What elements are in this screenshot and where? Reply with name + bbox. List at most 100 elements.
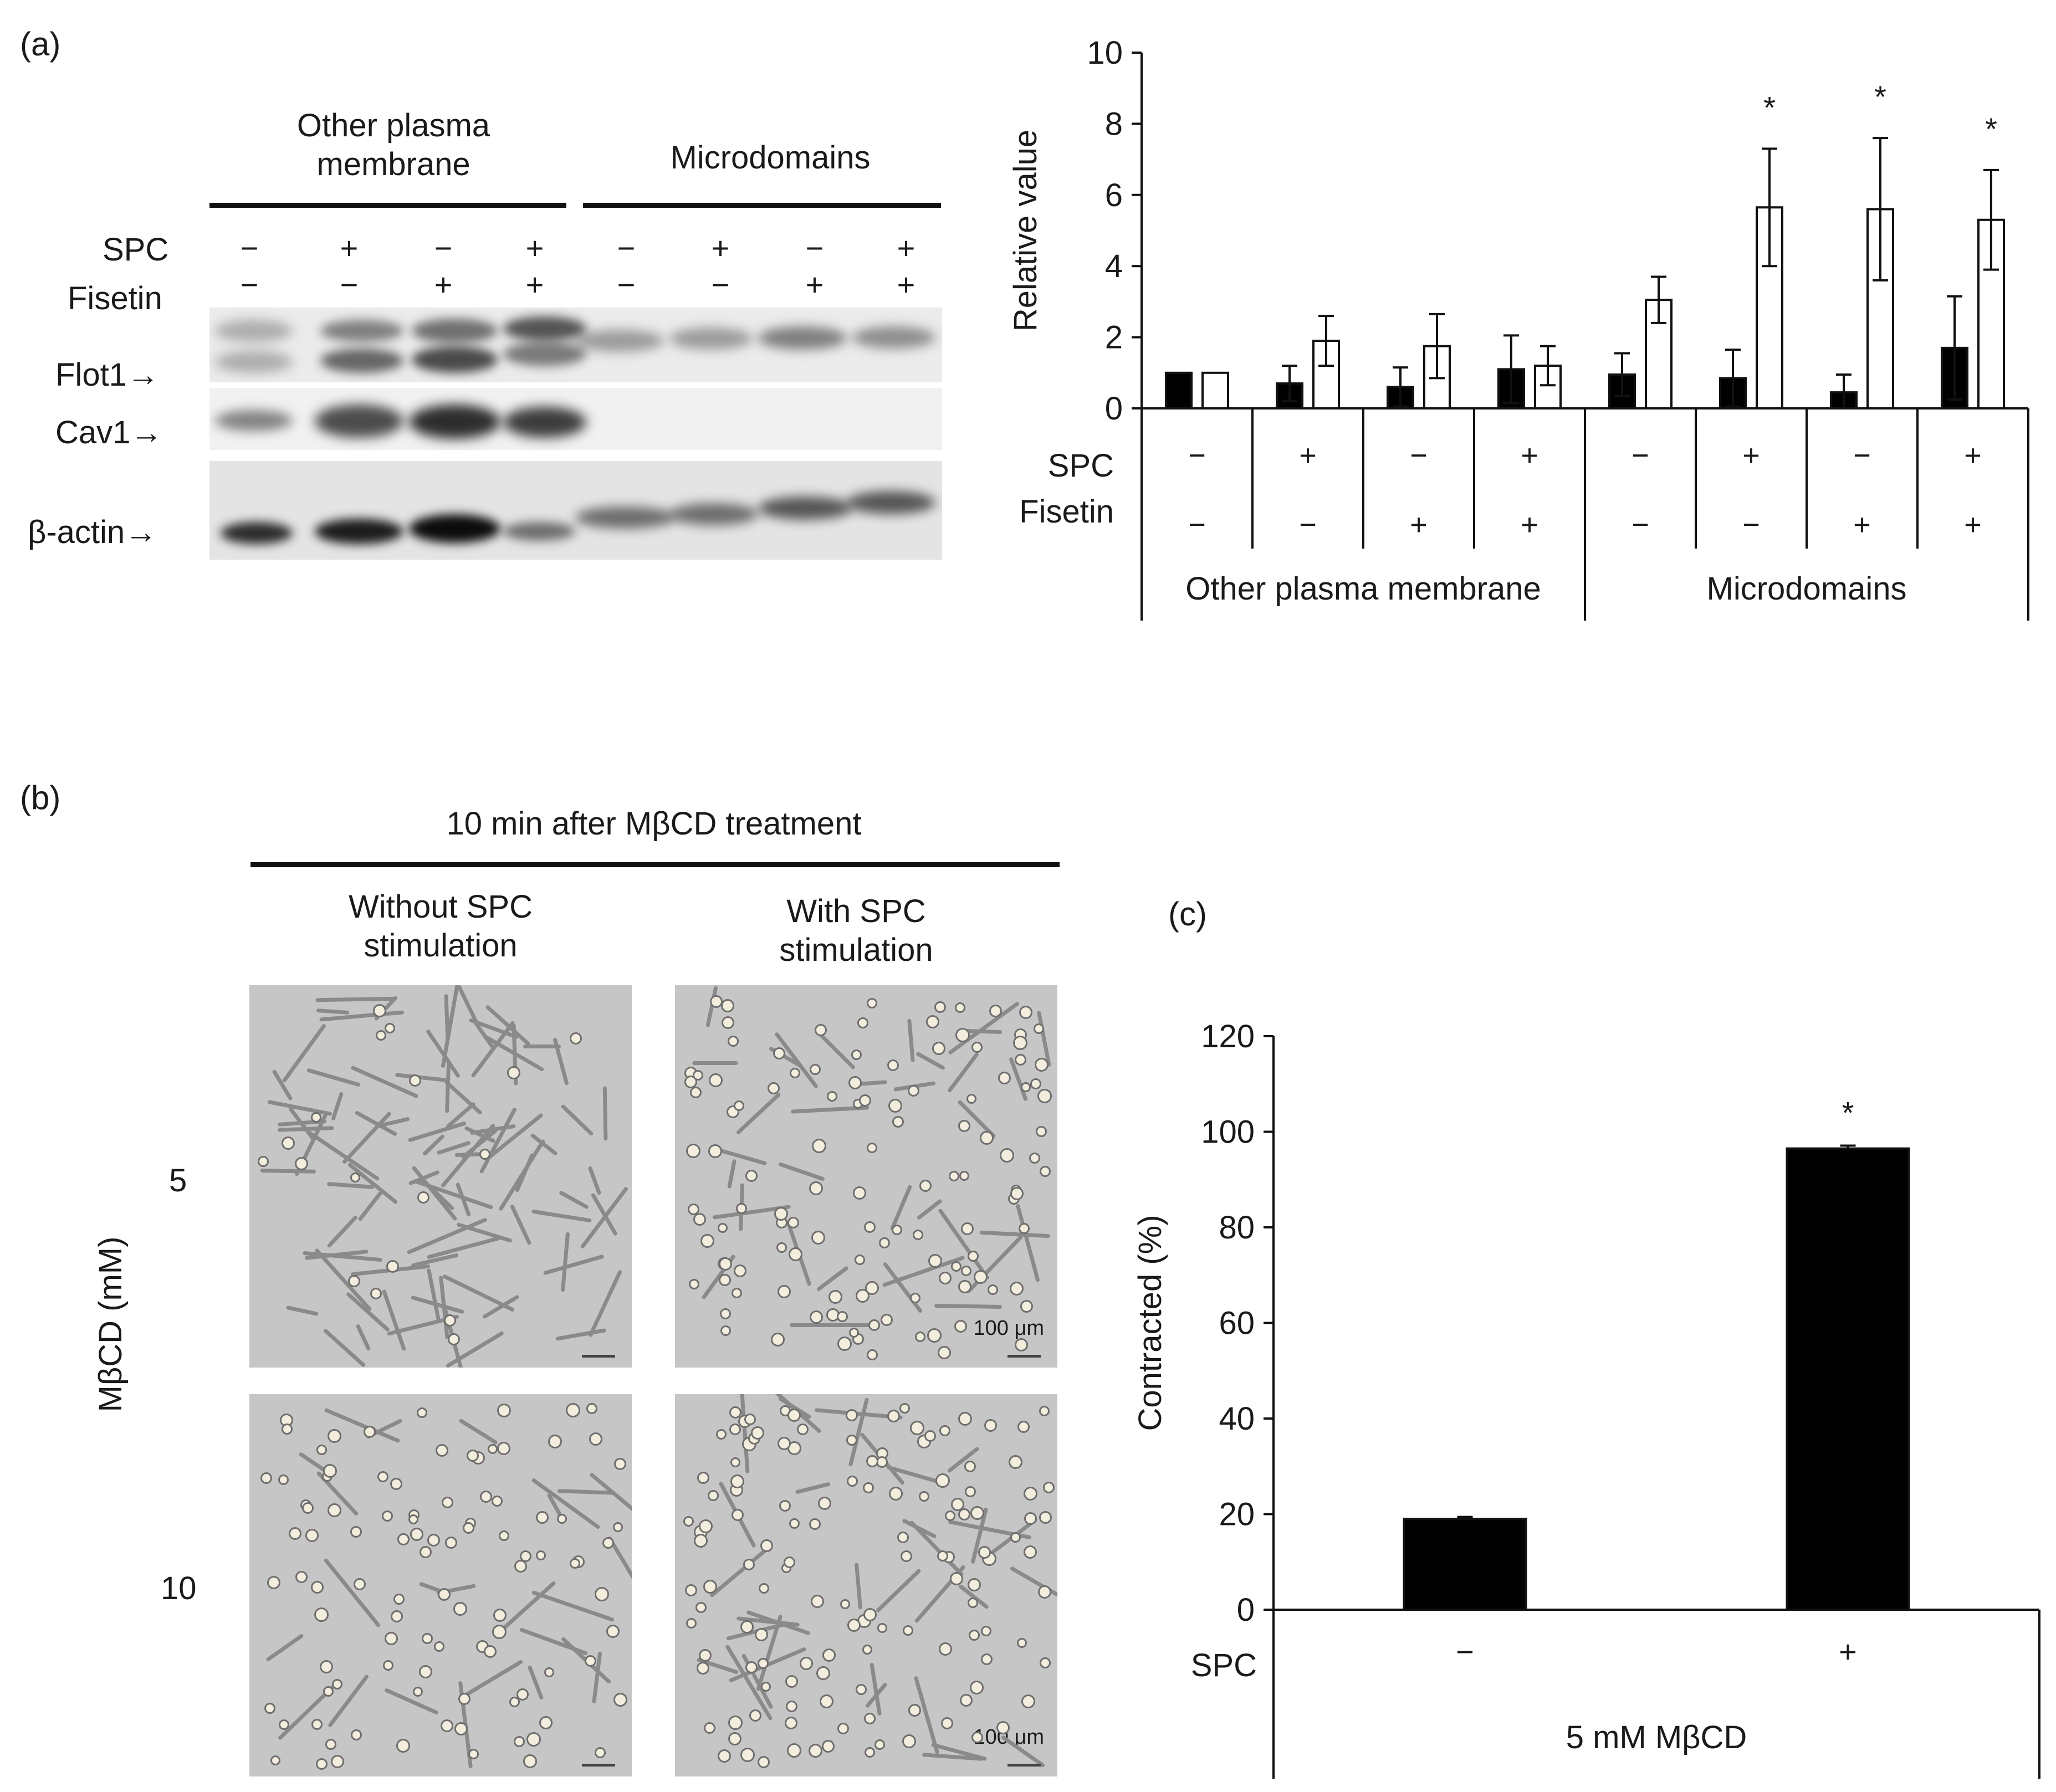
chart-a-fisetin-sign-2: − <box>1299 508 1317 541</box>
micrograph-cell-round <box>856 1683 867 1695</box>
micrograph-cell-round <box>937 1346 951 1360</box>
micrograph-5mm-with-spc: 100 μm <box>675 985 1057 1368</box>
micrograph-cell-round <box>427 1534 440 1547</box>
micrograph-cell-elongated <box>407 1217 488 1255</box>
micrograph-cell-round <box>497 1441 510 1455</box>
micrograph-cell-round <box>847 1476 858 1487</box>
micrograph-cell-elongated <box>848 1397 869 1467</box>
chart-a-fisetin-sign-3: + <box>1410 508 1428 541</box>
micrograph-cell-round <box>960 1265 971 1276</box>
micrograph-cell-elongated <box>350 1065 419 1099</box>
micrograph-cell-round <box>959 1171 970 1181</box>
micrograph-cell-elongated <box>461 1659 524 1699</box>
micrograph-cell-round <box>350 1526 362 1538</box>
micrograph-cell-round <box>790 1067 801 1078</box>
micrograph-cell-round <box>535 1511 549 1524</box>
chart-c-row-label-spc: SPC <box>1191 1647 1257 1683</box>
micrograph-cell-round <box>314 1607 329 1622</box>
micrograph-cell-round <box>697 1661 710 1675</box>
chart-a-significance-star: * <box>1763 90 1776 125</box>
micrograph-cell-round <box>743 1559 755 1571</box>
micrograph-cell-round <box>1034 1023 1045 1034</box>
micrograph-cell-elongated <box>735 1092 781 1135</box>
blot-row-label-spc: SPC <box>103 232 169 268</box>
chart-a-y-tick-label: 4 <box>1105 248 1123 284</box>
micrograph-cell-round <box>305 1528 319 1542</box>
panel-b-y-axis-label: MβCD (mM) <box>93 1236 129 1412</box>
micrograph-cell-round <box>720 1325 731 1336</box>
micrograph-cell-round <box>279 1719 290 1730</box>
micrograph-cell-round <box>325 1738 337 1750</box>
micrograph-cell-round <box>718 1257 732 1271</box>
micrograph-cell-round <box>728 1715 743 1730</box>
micrograph-cell-round <box>436 1444 449 1457</box>
micrograph-cell-elongated <box>855 1562 863 1610</box>
micrograph-cell-round <box>614 1457 627 1470</box>
micrograph-cell-round <box>867 1349 878 1361</box>
micrograph-cell-round <box>978 1546 991 1559</box>
micrograph-cell-round <box>507 1066 521 1079</box>
micrograph-cell-round <box>282 1136 295 1150</box>
micrograph-cell-round <box>967 1250 979 1262</box>
micrograph-cell-round <box>320 1660 334 1673</box>
micrograph-cell-round <box>968 1578 981 1592</box>
micrograph-cell-round <box>311 1581 324 1594</box>
micrograph-cell-round <box>448 1333 461 1346</box>
micrograph-cell-round <box>463 1522 475 1534</box>
micrograph-cell-round <box>859 1094 872 1107</box>
micrograph-cell-round <box>535 1550 546 1561</box>
blot-group-header-micro: Microdomains <box>670 140 871 176</box>
micrograph-cell-round <box>848 1076 862 1090</box>
micrograph-cell-elongated <box>326 1181 374 1189</box>
chart-a-spc-sign-5: − <box>1631 439 1649 472</box>
micrograph-cell-round <box>493 1609 507 1622</box>
micrograph-cell-round <box>774 1207 788 1221</box>
micrograph-cell-round <box>606 1625 620 1639</box>
micrograph-cell-round <box>1039 1511 1052 1524</box>
blot-spc-sign-8: + <box>897 231 916 265</box>
micrograph-cell-round <box>754 1627 768 1641</box>
micrograph-cell-round <box>809 1518 821 1530</box>
micrograph-cell-round <box>928 1253 942 1268</box>
micrograph-cell-elongated <box>876 1568 922 1614</box>
micrograph-cell-round <box>689 1087 702 1099</box>
micrograph-cell-round <box>926 1015 940 1028</box>
micrograph-cell-round <box>960 1222 974 1235</box>
micrograph-cell-round <box>980 1131 994 1145</box>
micrograph-cell-round <box>988 1284 999 1296</box>
micrograph-cell-round <box>385 1631 398 1645</box>
micrograph-cell-round <box>445 1536 458 1549</box>
micrograph-cell-round <box>779 1500 791 1512</box>
micrograph-10mm-with-spc: 100 μm <box>675 1394 1057 1776</box>
micrograph-cell-round <box>853 1186 867 1200</box>
micrograph-cell-round <box>902 1625 913 1636</box>
blot-spc-sign-2: + <box>340 231 359 265</box>
micrograph-cell-round <box>837 1336 852 1351</box>
micrograph-cell-round <box>954 1320 967 1333</box>
micrograph-10mm-without-spc <box>249 1394 632 1776</box>
micrograph-cell-round <box>814 1023 827 1036</box>
blot-row-label-fisetin: Fisetin <box>68 280 162 316</box>
micrograph-cell-round <box>887 1059 899 1072</box>
micrograph-cell-round <box>950 1497 964 1511</box>
micrograph-cell-round <box>260 1472 272 1484</box>
micrograph-cell-round <box>295 1570 308 1583</box>
micrograph-cell-elongated <box>560 1232 570 1292</box>
micrograph-cell-round <box>1017 1420 1030 1433</box>
micrograph-cell-round <box>408 1074 421 1087</box>
micrograph-cell-elongated <box>519 1627 589 1656</box>
micrograph-cell-round <box>864 1713 876 1725</box>
micrograph-cell-round <box>731 1287 742 1298</box>
chart-c-y-axis-label: Contracted (%) <box>1132 1215 1168 1431</box>
micrograph-cell-round <box>480 1490 493 1503</box>
blot-spc-sign-6: + <box>711 231 730 265</box>
micrograph-cell-round <box>302 1502 314 1514</box>
micrograph-cell-round <box>847 1618 861 1632</box>
micrograph-cell-round <box>385 1023 396 1034</box>
micrograph-cell-round <box>939 1642 953 1656</box>
micrograph-cell-round <box>768 1082 780 1095</box>
micrograph-cell-round <box>697 1472 710 1484</box>
micrograph-cell-round <box>715 1429 727 1440</box>
micrograph-cell-round <box>513 1735 525 1747</box>
micrograph-cell-round <box>539 1716 553 1729</box>
